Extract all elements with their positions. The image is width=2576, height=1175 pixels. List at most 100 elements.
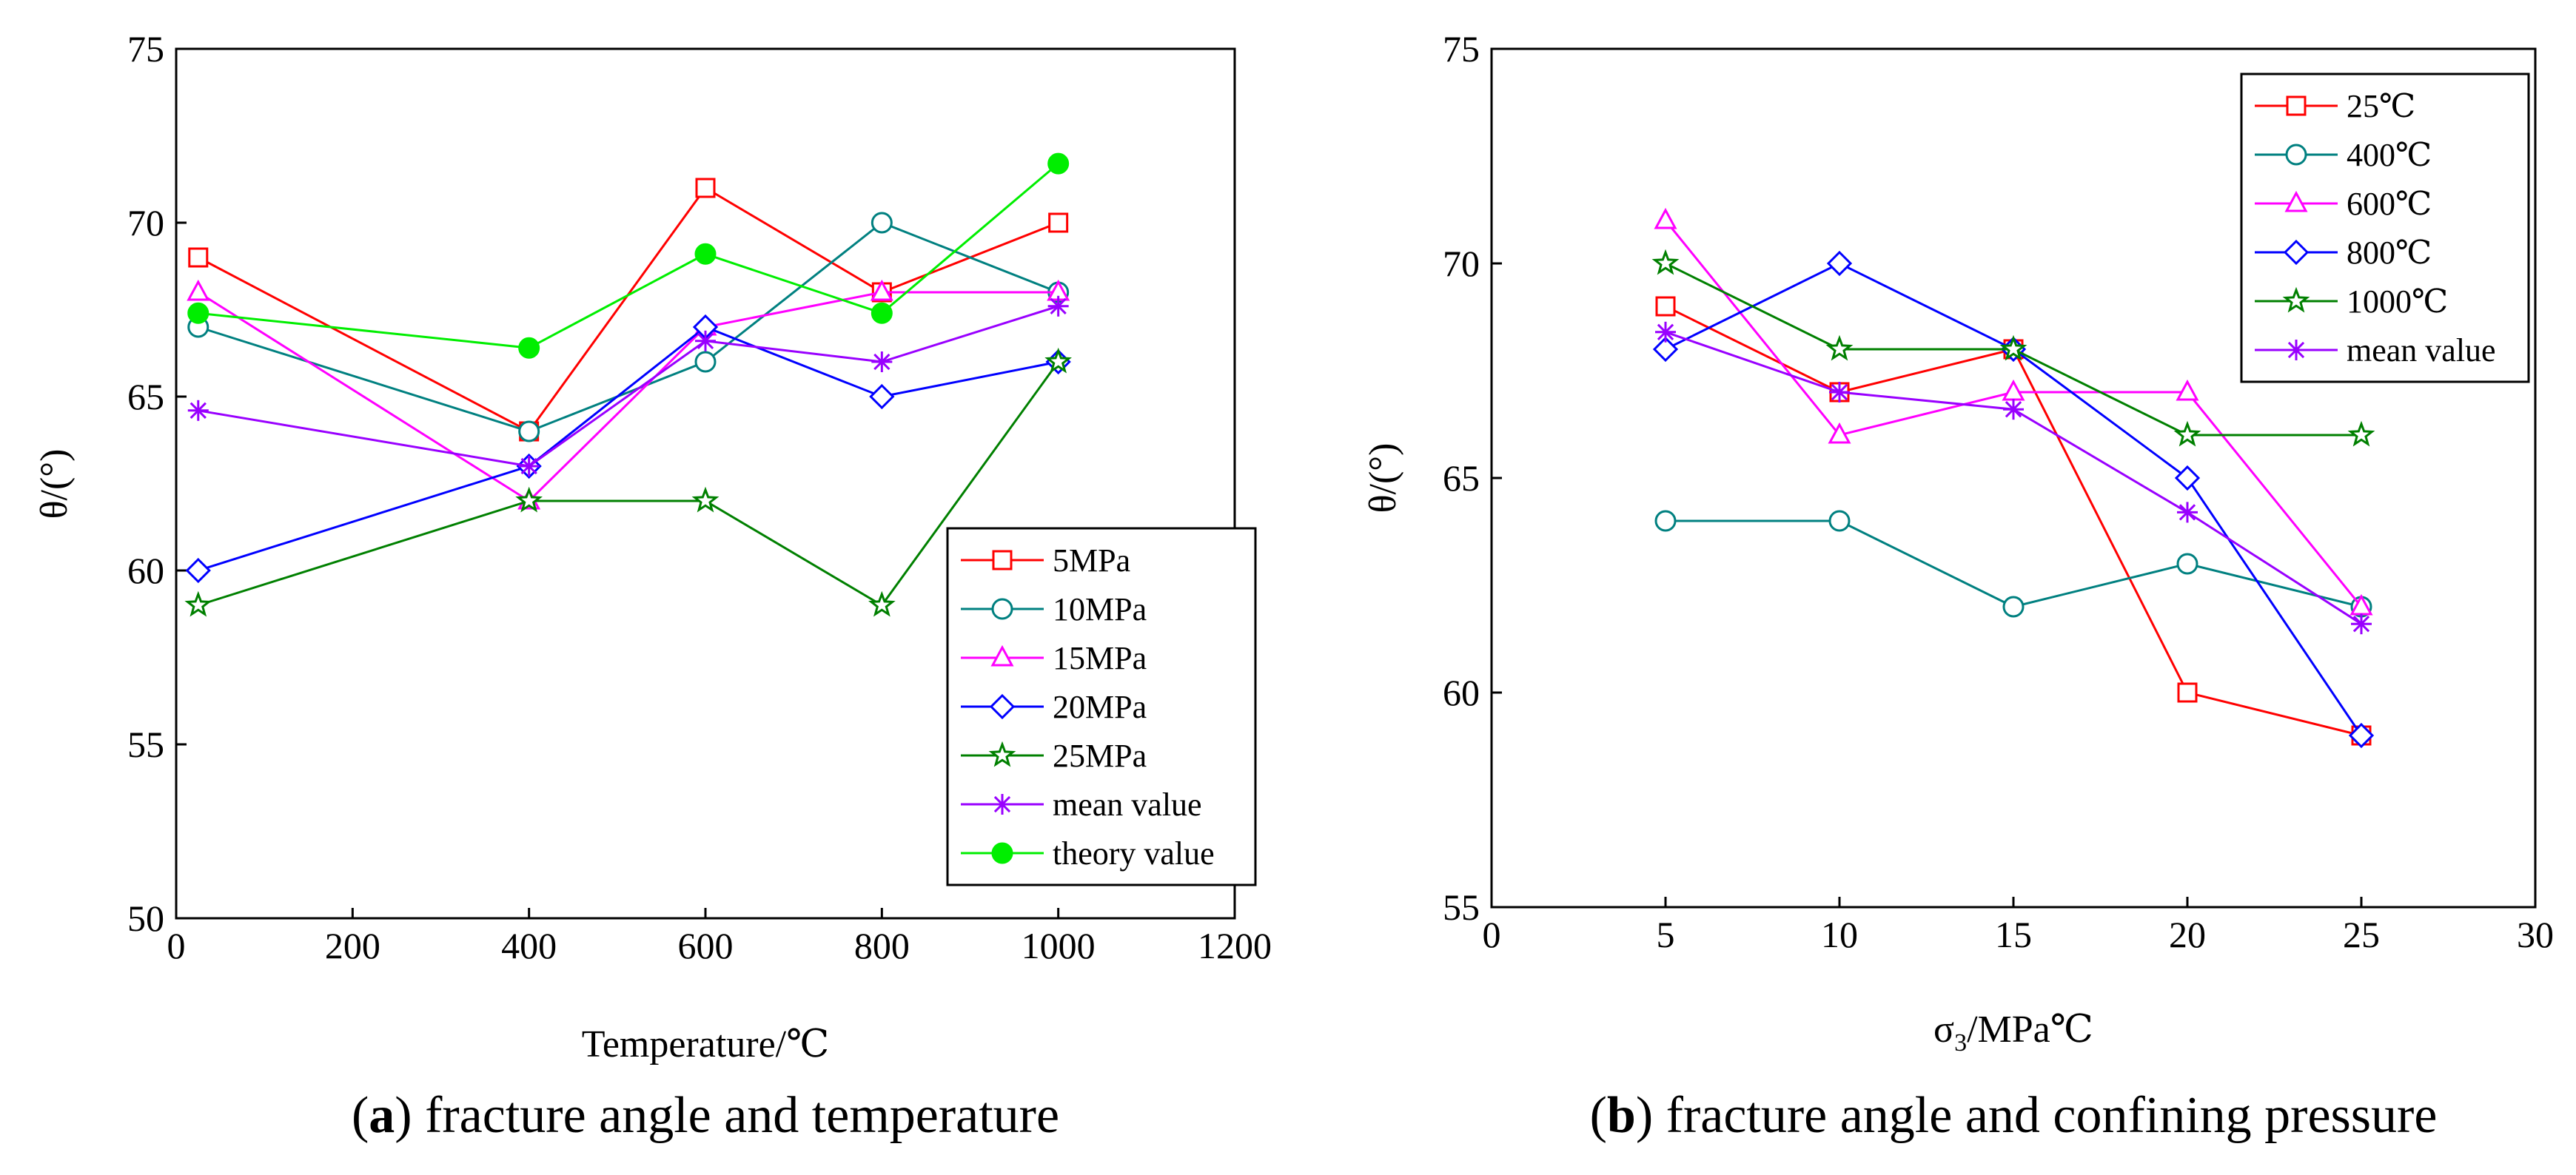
- b-data-point: [2003, 399, 2024, 420]
- b-data-point: [2348, 722, 2375, 749]
- chart-b-xlabel-rest: /MPa℃: [1967, 1009, 2093, 1051]
- a-xtick-label: 200: [325, 925, 380, 966]
- chart-b: 0 5 10 15 20 25 30 55 60 65 70 75 θ/(°) σ3/MPa℃ 25℃…: [1362, 28, 2554, 1144]
- a-data-point: [870, 279, 893, 301]
- b-data-point: [1652, 336, 1679, 363]
- chart-a-axes: 0 200 400 600 800 1000 1200 50 55 60 65 70 75: [127, 28, 1272, 966]
- chart-a-xlabel: Temperature/℃: [582, 1023, 830, 1065]
- b-data-point: [1654, 207, 1677, 229]
- a-legend-marker: [989, 693, 1016, 720]
- a-series-mean-value: [187, 295, 1069, 477]
- b-legend-label: 800℃: [2347, 235, 2432, 271]
- b-data-point: [2002, 596, 2025, 618]
- a-data-point: [1047, 152, 1070, 175]
- b-data-point: [1651, 249, 1680, 275]
- b-data-point: [2174, 465, 2201, 491]
- b-series-600-: [1654, 207, 2373, 616]
- a-legend-marker: [990, 644, 1014, 667]
- chart-a-ylabel: θ/(°): [33, 449, 76, 519]
- b-xtick-label: 10: [1821, 914, 1858, 955]
- b-series-400-: [1654, 510, 2372, 618]
- a-series-5mpa: [188, 178, 1069, 442]
- a-legend-label: 5MPa: [1053, 542, 1130, 579]
- a-legend-marker: [988, 741, 1016, 767]
- chart-b-series: [1651, 207, 2375, 749]
- a-ytick-label: 65: [127, 376, 164, 417]
- a-data-point: [185, 557, 211, 584]
- a-data-point: [871, 212, 893, 234]
- a-legend-label: 25MPa: [1053, 738, 1147, 774]
- a-legend-marker: [992, 794, 1013, 815]
- b-data-point: [2177, 502, 2198, 523]
- b-data-point: [1828, 510, 1851, 532]
- b-data-point: [2176, 379, 2199, 401]
- a-legend-marker: [991, 842, 1013, 864]
- a-ytick-label: 55: [127, 724, 164, 765]
- a-series-line: [198, 326, 1059, 572]
- b-ytick-label: 70: [1443, 243, 1480, 284]
- a-ytick-label: 50: [127, 898, 164, 939]
- a-data-point: [1048, 212, 1069, 233]
- b-ytick-label: 65: [1443, 457, 1480, 499]
- a-xtick-label: 0: [167, 925, 186, 966]
- a-data-point: [871, 302, 893, 324]
- a-ytick-label: 70: [127, 202, 164, 243]
- a-legend-marker: [991, 598, 1013, 620]
- chart-b-xlabel-main: σ: [1933, 1009, 1954, 1051]
- b-data-point: [2176, 553, 2198, 575]
- b-legend-label: 400℃: [2347, 137, 2432, 173]
- b-data-point: [2173, 420, 2201, 447]
- b-legend-label: 1000℃: [2347, 283, 2448, 320]
- b-data-point: [1828, 422, 1851, 444]
- b-legend-box: [2240, 73, 2530, 383]
- b-data-point: [1826, 250, 1853, 277]
- a-data-point: [694, 351, 717, 373]
- a-legend-marker: [992, 550, 1013, 570]
- b-data-point: [2177, 682, 2198, 703]
- a-legend-label: mean value: [1053, 787, 1202, 823]
- b-xtick-label: 15: [1995, 914, 2032, 955]
- a-data-point: [1044, 347, 1072, 374]
- a-data-point: [187, 400, 209, 421]
- a-data-point: [868, 590, 896, 617]
- a-legend-label: theory value: [1053, 835, 1215, 872]
- a-legend-label: 10MPa: [1053, 591, 1147, 627]
- b-legend-marker: [2286, 340, 2307, 360]
- a-data-point: [184, 590, 212, 617]
- b-legend-label: 600℃: [2347, 186, 2432, 222]
- a-series-line: [198, 361, 1059, 607]
- a-data-point: [694, 243, 717, 265]
- b-data-point: [1655, 321, 1676, 343]
- a-data-point: [691, 486, 720, 513]
- a-legend-label: 15MPa: [1053, 640, 1147, 676]
- a-data-point: [188, 247, 209, 268]
- b-data-point: [1654, 510, 1677, 532]
- a-ytick-label: 60: [127, 550, 164, 591]
- b-legend-marker: [2284, 190, 2308, 212]
- b-data-point: [2351, 613, 2372, 635]
- b-series-line: [1666, 519, 2362, 608]
- b-legend-marker: [2283, 239, 2310, 266]
- b-legend-marker: [2286, 95, 2307, 116]
- a-data-point: [695, 330, 716, 351]
- chart-b-axes: 0 5 10 15 20 25 30 55 60 65 70 75: [1443, 28, 2554, 955]
- b-data-point: [1999, 334, 2027, 361]
- a-series-25mpa: [184, 347, 1072, 617]
- chart-a-caption-letter: a: [369, 1087, 395, 1144]
- a-series-theory-value: [187, 152, 1070, 359]
- a-data-point: [187, 279, 210, 301]
- b-ytick-label: 55: [1443, 886, 1480, 928]
- b-xtick-label: 0: [1483, 914, 1501, 955]
- a-legend-label: 20MPa: [1053, 689, 1147, 725]
- a-data-point: [518, 456, 540, 477]
- a-series-20mpa: [185, 314, 1071, 584]
- a-data-point: [515, 486, 543, 513]
- a-data-point: [1047, 295, 1069, 317]
- chart-b-caption-text: fracture angle and confining pressure: [1666, 1087, 2438, 1144]
- b-ytick-label: 75: [1443, 28, 1480, 70]
- b-legend-label: 25℃: [2347, 88, 2415, 124]
- b-xtick-label: 30: [2517, 914, 2554, 955]
- a-data-point: [518, 337, 540, 359]
